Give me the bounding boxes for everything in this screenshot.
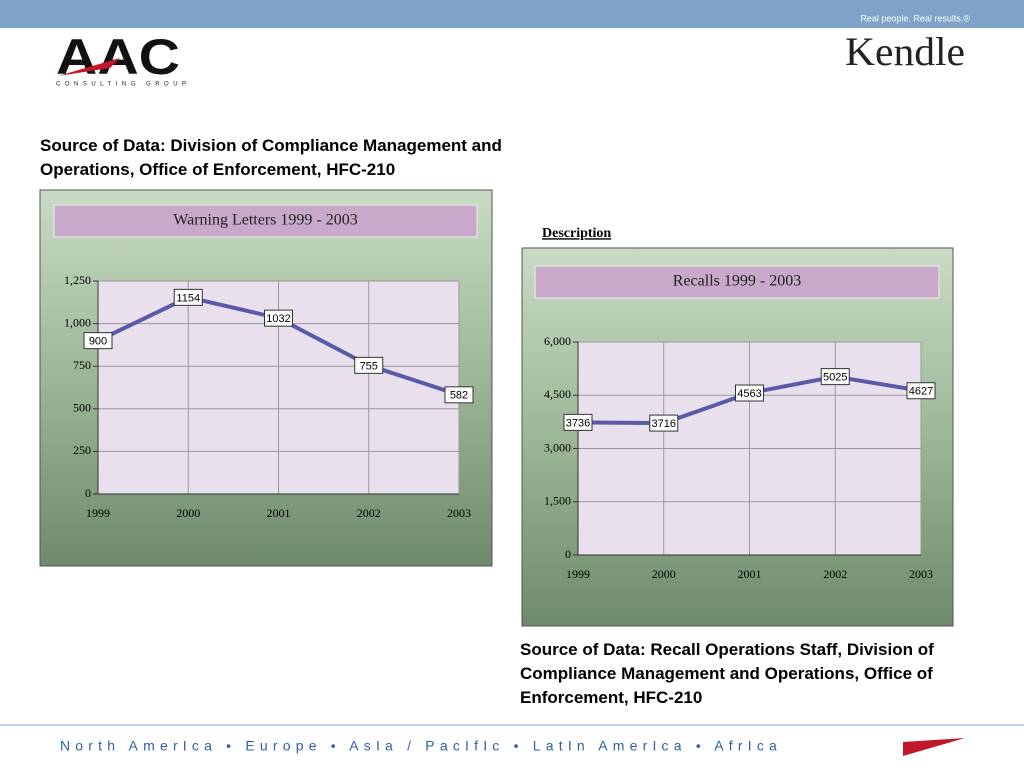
y-tick-label: 1,000 bbox=[64, 315, 91, 329]
title-box bbox=[534, 265, 940, 299]
x-tick-label: 2003 bbox=[909, 567, 933, 581]
x-tick-label: 2000 bbox=[176, 506, 200, 520]
footer-flag bbox=[903, 738, 965, 756]
data-label-box bbox=[264, 309, 293, 327]
tagline: Real people. Real results.® bbox=[860, 13, 970, 23]
y-tick-label: 0 bbox=[565, 547, 571, 561]
x-tick-label: 2000 bbox=[652, 567, 676, 581]
footer-regions: North AmerIca • Europe • AsIa / PacIfIc … bbox=[60, 738, 782, 754]
data-label-box bbox=[83, 332, 113, 350]
title-box bbox=[53, 204, 478, 238]
x-tick-label: 1999 bbox=[566, 567, 590, 581]
data-label: 900 bbox=[89, 336, 107, 348]
y-tick-label: 0 bbox=[85, 486, 91, 500]
data-label: 755 bbox=[360, 360, 378, 372]
data-label: 4627 bbox=[909, 386, 933, 398]
data-label-box bbox=[444, 386, 474, 404]
x-tick-label: 2002 bbox=[823, 567, 847, 581]
y-tick-label: 250 bbox=[73, 443, 91, 457]
data-label-box bbox=[173, 288, 203, 306]
data-label-box bbox=[354, 356, 384, 374]
data-label: 3716 bbox=[652, 418, 676, 430]
x-tick-label: 2001 bbox=[738, 567, 762, 581]
data-label-box bbox=[906, 382, 936, 400]
logo-left: AAC bbox=[56, 29, 180, 85]
data-label-box bbox=[649, 414, 679, 432]
y-tick-label: 3,000 bbox=[544, 440, 571, 454]
data-label: 1032 bbox=[266, 313, 290, 325]
source-note-2: Source of Data: Recall Operations Staff,… bbox=[520, 640, 934, 707]
logo-right: Kendle bbox=[845, 29, 965, 74]
data-label: 3736 bbox=[566, 417, 590, 429]
y-tick-label: 4,500 bbox=[544, 387, 571, 401]
logo-left-sub: CONSULTING GROUP bbox=[56, 82, 191, 88]
data-label-box bbox=[735, 384, 764, 402]
data-label: 582 bbox=[450, 390, 468, 402]
x-tick-label: 2002 bbox=[357, 506, 381, 520]
y-tick-label: 750 bbox=[73, 358, 91, 372]
x-tick-label: 2001 bbox=[267, 506, 291, 520]
y-tick-label: 6,000 bbox=[544, 334, 571, 348]
data-label: 5025 bbox=[823, 372, 847, 384]
data-label: 1154 bbox=[176, 292, 200, 304]
header-bar bbox=[0, 0, 1024, 28]
chart-title: Recalls 1999 - 2003 bbox=[673, 273, 801, 290]
x-tick-label: 1999 bbox=[86, 506, 110, 520]
chart-title: Warning Letters 1999 - 2003 bbox=[173, 212, 357, 229]
y-tick-label: 1,500 bbox=[544, 494, 571, 508]
x-tick-label: 2003 bbox=[447, 506, 471, 520]
data-label-box bbox=[563, 413, 593, 431]
y-tick-label: 1,250 bbox=[64, 273, 91, 287]
source-note-1: Source of Data: Division of Compliance M… bbox=[40, 136, 502, 179]
data-label: 4563 bbox=[737, 388, 761, 400]
y-tick-label: 500 bbox=[73, 401, 91, 415]
data-label-box bbox=[820, 368, 850, 386]
description: Description bbox=[542, 226, 611, 241]
logo-swoosh bbox=[58, 58, 120, 76]
